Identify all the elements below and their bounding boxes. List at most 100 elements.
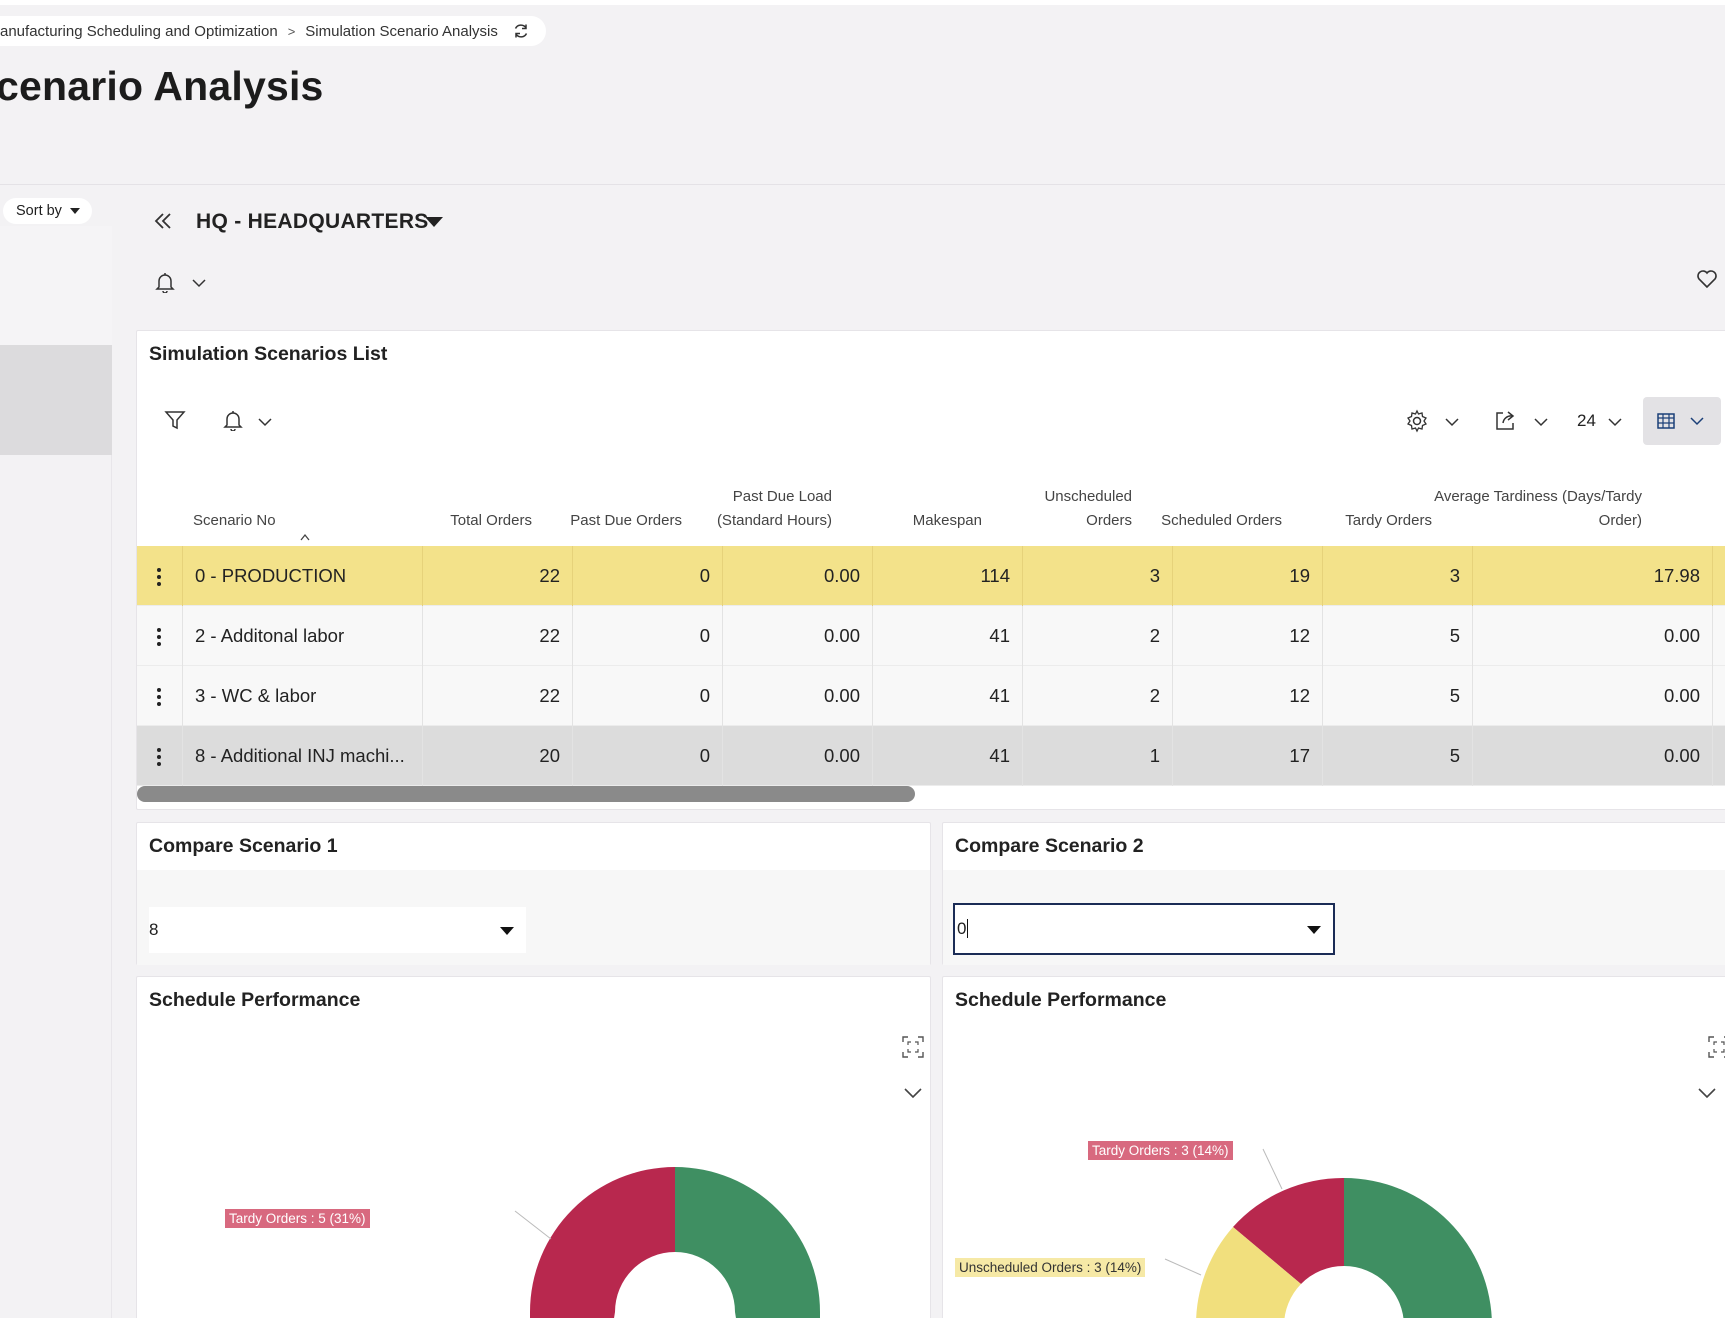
cell-past-due-load: 0.00 [723, 606, 873, 666]
breadcrumb-item-app[interactable]: anufacturing Scheduling and Optimization [0, 22, 278, 40]
donut-slice-unscheduled[interactable] [1196, 1227, 1301, 1318]
donut-chart [514, 1167, 820, 1318]
expand-icon[interactable] [1707, 1035, 1725, 1059]
cell-scheduled-orders: 12 [1173, 606, 1323, 666]
chart-label-tardy: Tardy Orders : 3 (14%) [1088, 1141, 1233, 1160]
expand-icon[interactable] [901, 1035, 925, 1059]
table-view-button[interactable] [1643, 397, 1721, 445]
column-header-label: Orders [1086, 512, 1132, 529]
cell-makespan: 41 [873, 606, 1023, 666]
table-row[interactable]: 8 - Additional INJ machi... 20 0 0.00 41… [137, 726, 1725, 786]
cell-past-due-load: 0.00 [723, 666, 873, 726]
heart-icon[interactable] [1696, 268, 1718, 290]
chart-label-unscheduled: Unscheduled Orders : 3 (14%) [955, 1258, 1146, 1277]
chevron-down-icon[interactable] [257, 417, 273, 427]
cell-past-due-orders: 0 [573, 606, 723, 666]
card-title: Compare Scenario 1 [149, 835, 338, 857]
kebab-icon[interactable] [157, 688, 161, 706]
cell-scenario-no[interactable]: 2 - Additonal labor [183, 606, 423, 666]
bell-icon[interactable] [154, 271, 176, 293]
breadcrumb: anufacturing Scheduling and Optimization… [0, 16, 546, 46]
sort-by-label: Sort by [16, 203, 62, 219]
chevron-down-icon[interactable] [1533, 417, 1549, 427]
compare-scenario-1-card: Compare Scenario 1 8 [136, 822, 931, 965]
cell-tardy-orders: 5 [1323, 726, 1473, 786]
column-header-past-due-load[interactable]: Past Due Load (Standard Hours) [677, 485, 832, 533]
caret-down-icon [500, 927, 514, 935]
column-header-unscheduled-orders[interactable]: Unscheduled Orders [977, 485, 1132, 533]
cell-scenario-no[interactable]: 0 - PRODUCTION [183, 546, 423, 606]
refresh-icon[interactable] [512, 22, 530, 40]
chevron-down-icon[interactable] [191, 278, 207, 288]
navigator-item-selected[interactable] [0, 345, 112, 455]
gear-icon[interactable] [1405, 409, 1429, 433]
donut-slice-tardy[interactable] [1233, 1177, 1344, 1284]
select-value: 0 [957, 919, 967, 938]
bell-icon[interactable] [222, 409, 244, 431]
chevron-down-icon[interactable] [903, 1087, 923, 1099]
filter-icon[interactable] [164, 409, 186, 431]
org-dropdown-icon[interactable] [425, 217, 443, 227]
chevron-down-icon [1690, 417, 1704, 426]
row-menu-cell [137, 546, 183, 606]
cell-tardy-orders: 5 [1323, 606, 1473, 666]
caret-down-icon [69, 208, 80, 214]
cell-past-due-orders: 0 [573, 546, 723, 606]
navigator-item[interactable] [0, 226, 112, 346]
cell-average-tardiness: 0.00 [1473, 606, 1713, 666]
chevron-down-icon[interactable] [1607, 417, 1623, 427]
cell-scenario-no[interactable]: 8 - Additional INJ machi... [183, 726, 423, 786]
chevron-down-icon[interactable] [1444, 417, 1460, 427]
column-header-label: Makespan [912, 512, 982, 529]
export-icon[interactable] [1493, 409, 1517, 433]
donut-slice-tardy[interactable] [530, 1167, 675, 1312]
cell-total-orders: 22 [423, 666, 573, 726]
org-title[interactable]: HQ - HEADQUARTERS [196, 210, 429, 233]
column-header-scenario-no[interactable]: Scenario No [193, 509, 276, 533]
donut-slice-on-time[interactable] [1344, 1178, 1492, 1318]
column-header-label: Past Due Load [732, 488, 832, 505]
card-body: 8 [137, 870, 930, 965]
sort-ascending-icon[interactable] [299, 533, 311, 541]
column-header-scheduled-orders[interactable]: Scheduled Orders [1127, 509, 1282, 533]
compare-scenario-1-select[interactable]: 8 [149, 907, 526, 953]
table-row[interactable]: 0 - PRODUCTION 22 0 0.00 114 3 19 3 17.9… [137, 546, 1725, 606]
column-header-tardy-orders[interactable]: Tardy Orders [1277, 509, 1432, 533]
cell-total-orders: 22 [423, 606, 573, 666]
compare-scenario-2-select[interactable]: 0 [953, 903, 1335, 955]
cell-unscheduled-orders: 2 [1023, 606, 1173, 666]
rows-per-page[interactable]: 24 [1577, 411, 1596, 430]
breadcrumb-item-current[interactable]: Simulation Scenario Analysis [305, 22, 498, 40]
sort-by-button[interactable]: Sort by [3, 198, 92, 224]
donut-slice-on-time[interactable] [675, 1167, 820, 1312]
kebab-icon[interactable] [157, 628, 161, 646]
select-value: 8 [149, 920, 159, 939]
collapse-icon[interactable] [152, 210, 174, 232]
cell-past-due-load: 0.00 [723, 726, 873, 786]
cell-makespan: 41 [873, 666, 1023, 726]
cell-tardy-orders: 3 [1323, 546, 1473, 606]
table-row[interactable]: 3 - WC & labor 22 0 0.00 41 2 12 5 0.00 [137, 666, 1725, 726]
table-row[interactable]: 2 - Additonal labor 22 0 0.00 41 2 12 5 … [137, 606, 1725, 666]
column-header-total-orders[interactable]: Total Orders [377, 509, 532, 533]
cell-past-due-load: 0.00 [723, 546, 873, 606]
cell-makespan: 41 [873, 726, 1023, 786]
kebab-icon[interactable] [157, 748, 161, 766]
horizontal-scrollbar[interactable] [137, 786, 915, 802]
cell-average-tardiness: 0.00 [1473, 666, 1713, 726]
chevron-down-icon[interactable] [1697, 1087, 1717, 1099]
column-header-makespan[interactable]: Makespan [827, 509, 982, 533]
column-header-label: Scheduled Orders [1161, 512, 1282, 529]
kebab-icon[interactable] [157, 568, 161, 586]
compare-scenario-2-card: Compare Scenario 2 0 [942, 822, 1725, 965]
card-title: Compare Scenario 2 [955, 835, 1144, 857]
column-header-label: (Standard Hours) [716, 512, 832, 529]
cell-past-due-orders: 0 [573, 666, 723, 726]
column-header-average-tardiness[interactable]: Average Tardiness (Days/Tardy Order) [1427, 485, 1642, 533]
cell-unscheduled-orders: 3 [1023, 546, 1173, 606]
column-header-past-due-orders[interactable]: Past Due Orders [527, 509, 682, 533]
cell-total-orders: 22 [423, 546, 573, 606]
column-header-label: Tardy Orders [1345, 512, 1432, 529]
cell-scenario-no[interactable]: 3 - WC & labor [183, 666, 423, 726]
card-title: Schedule Performance [149, 989, 361, 1011]
